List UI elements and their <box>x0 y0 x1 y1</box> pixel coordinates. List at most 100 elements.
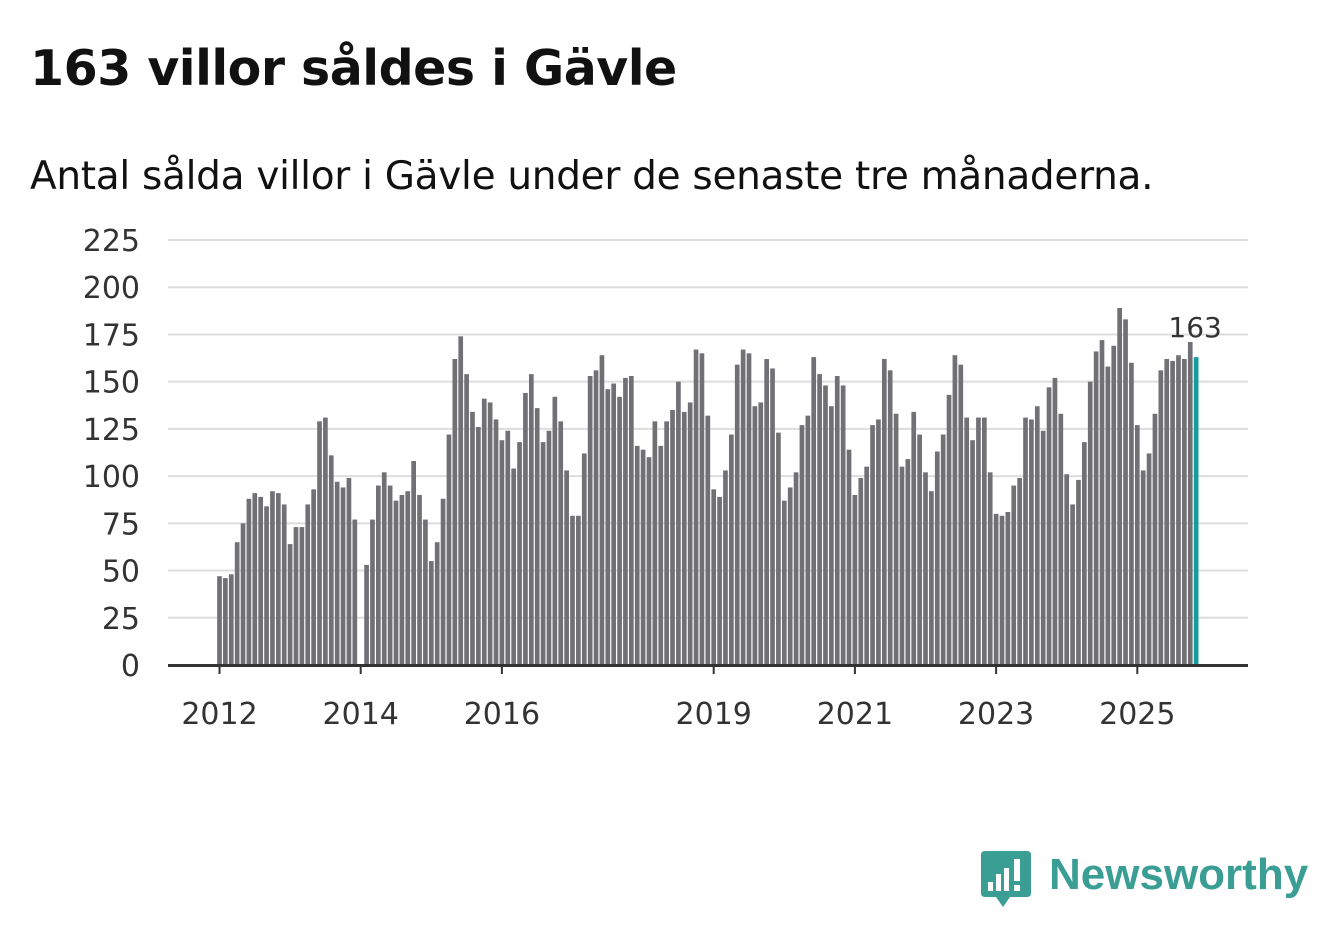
y-tick-label: 175 <box>83 318 140 353</box>
bar <box>981 417 987 665</box>
bar <box>1058 413 1064 665</box>
bar <box>628 376 634 665</box>
bar <box>752 406 758 665</box>
bar <box>693 349 699 665</box>
bar <box>840 385 846 665</box>
bar <box>1158 370 1164 665</box>
bar <box>764 359 769 665</box>
bar <box>1082 442 1087 665</box>
bar <box>740 349 746 665</box>
bar <box>223 578 228 665</box>
y-tick-label: 225 <box>83 224 140 259</box>
bar <box>458 336 464 665</box>
bar <box>1170 360 1175 665</box>
bar <box>476 427 481 665</box>
bar <box>534 408 540 665</box>
bar <box>1076 479 1081 665</box>
bar <box>811 357 817 665</box>
y-tick-label: 50 <box>102 555 140 590</box>
bar <box>770 368 775 665</box>
bar <box>687 402 693 665</box>
bar <box>923 472 928 665</box>
bar <box>505 430 511 665</box>
bar <box>393 500 399 665</box>
bar <box>1117 308 1122 665</box>
bar <box>623 377 628 665</box>
bar <box>564 470 569 665</box>
bar <box>958 364 964 665</box>
bar <box>511 468 517 665</box>
bar <box>1064 474 1070 665</box>
bar <box>546 430 552 665</box>
bar <box>1023 417 1028 665</box>
bar <box>670 410 675 665</box>
bar <box>823 385 828 665</box>
bar <box>1017 478 1022 665</box>
bar <box>405 491 411 665</box>
bar <box>523 393 528 665</box>
bar-highlight <box>1193 357 1199 665</box>
bar <box>287 544 293 665</box>
bar <box>829 406 834 665</box>
bar <box>1011 485 1017 665</box>
bar <box>576 515 581 665</box>
bar <box>1046 387 1052 665</box>
y-tick-label: 75 <box>102 507 140 542</box>
bar <box>464 374 469 665</box>
last-value-label: 163 <box>1168 311 1221 344</box>
bar <box>234 542 240 665</box>
bar <box>940 434 946 665</box>
bar <box>423 519 428 665</box>
bar <box>275 493 281 665</box>
bar <box>240 523 246 665</box>
bar <box>893 413 899 665</box>
x-tick-label: 2014 <box>323 697 399 732</box>
bar <box>946 394 952 665</box>
x-tick-label: 2023 <box>958 697 1034 732</box>
bar <box>399 495 405 665</box>
bar <box>681 411 687 665</box>
bar <box>817 374 822 665</box>
bar <box>305 504 311 665</box>
bar <box>899 466 905 665</box>
bar <box>1052 377 1058 665</box>
bar <box>481 398 487 665</box>
y-tick-label: 125 <box>83 413 140 448</box>
bar <box>252 493 258 665</box>
bar <box>593 370 599 665</box>
bar <box>1140 470 1146 665</box>
bar <box>717 496 722 665</box>
bar <box>929 491 934 665</box>
bar <box>376 485 381 665</box>
bar <box>799 425 805 665</box>
bar <box>864 466 870 665</box>
bar <box>370 519 375 665</box>
bar <box>323 417 328 665</box>
bar <box>1034 406 1040 665</box>
bar <box>664 421 669 665</box>
bar <box>1070 504 1075 665</box>
bar <box>587 376 593 665</box>
bar <box>1152 413 1158 665</box>
bar <box>934 451 940 665</box>
bar <box>964 417 970 665</box>
bar <box>411 461 416 665</box>
bar <box>1134 425 1140 665</box>
bar <box>1005 512 1011 665</box>
bar <box>1176 355 1181 665</box>
x-tick-label: 2019 <box>676 697 752 732</box>
bar <box>599 355 605 665</box>
y-tick-label: 0 <box>121 649 140 684</box>
bar <box>387 485 393 665</box>
y-tick-label: 25 <box>102 602 140 637</box>
bar <box>952 355 958 665</box>
bar <box>470 411 475 665</box>
chart-title: 163 villor såldes i Gävle <box>30 40 677 97</box>
bar <box>1040 430 1046 665</box>
bar <box>1123 319 1128 665</box>
x-axis-ticks: 2012 2014 2016 2019 2021 2023 2025 <box>181 665 1175 732</box>
y-axis-ticks: 0 25 50 75 100 125 150 175 200 225 <box>83 224 140 684</box>
bar <box>887 370 893 665</box>
bar <box>340 487 346 665</box>
newsworthy-logo[interactable]: Newsworthy <box>981 849 1308 911</box>
